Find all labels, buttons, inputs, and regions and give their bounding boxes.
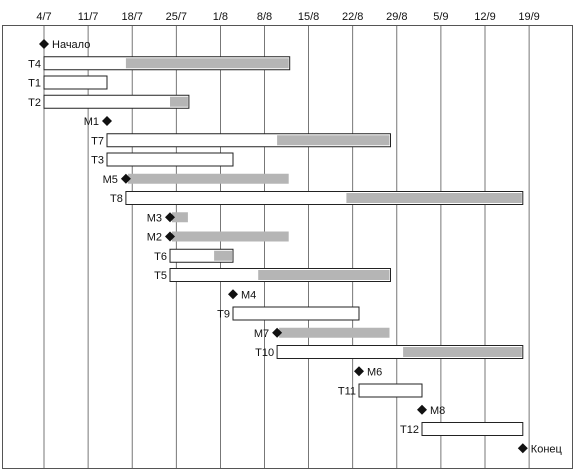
task-label: T10 — [255, 347, 274, 359]
slack-bar-t7 — [277, 135, 390, 146]
milestone-diamond-icon — [102, 116, 112, 126]
task-label: T12 — [400, 424, 419, 436]
slack-bar-t4 — [125, 58, 289, 69]
milestone-diamond-icon — [165, 231, 175, 242]
milestone-diamond-icon — [120, 173, 131, 184]
milestone-slack-bar — [279, 327, 390, 338]
task-label: T5 — [154, 270, 167, 282]
x-tick-label: 8/8 — [257, 11, 272, 23]
milestone-label: M1 — [84, 116, 99, 128]
task-label: T2 — [28, 97, 41, 109]
x-tick-label: 19/9 — [518, 11, 539, 23]
milestone-slack-bar — [127, 173, 289, 184]
chart-frame — [2, 25, 573, 469]
milestone-label: M2 — [147, 232, 162, 244]
slack-bar-t2 — [170, 96, 188, 107]
x-tick-label: 4/7 — [36, 11, 51, 23]
milestone-label: M4 — [241, 289, 256, 301]
milestone-diamond-icon — [354, 366, 364, 377]
milestone-diamond-icon — [517, 443, 528, 454]
task-bar-t3 — [106, 152, 234, 167]
milestone-slack-bar — [172, 231, 289, 242]
milestone-diamond-icon — [272, 327, 283, 338]
milestone-label: M6 — [367, 366, 382, 378]
task-label: T6 — [154, 251, 167, 263]
x-tick-label: 11/7 — [78, 11, 99, 23]
milestone-label: Начало — [52, 39, 90, 51]
task-bar-t11 — [358, 383, 423, 398]
x-tick-label: 22/8 — [342, 11, 363, 23]
slack-bar-t5 — [258, 270, 390, 280]
milestone-diamond-icon — [417, 404, 427, 415]
task-bar-t2 — [43, 94, 190, 109]
x-tick-label: 5/9 — [433, 11, 448, 23]
task-label: T7 — [91, 135, 104, 147]
milestone-diamond-icon — [228, 289, 238, 300]
x-tick-label: 1/8 — [213, 11, 228, 23]
x-tick-label: 15/8 — [298, 11, 319, 23]
task-label: T11 — [338, 386, 356, 398]
milestone-label: M7 — [254, 328, 269, 340]
x-tick-label: 12/9 — [474, 11, 495, 23]
x-tick-label: 18/7 — [121, 11, 142, 23]
task-bar-t1 — [43, 75, 108, 90]
milestone-slack-bar — [172, 212, 188, 223]
task-label: T4 — [28, 58, 41, 70]
x-tick-label: 29/8 — [386, 11, 407, 23]
slack-bar-t8 — [346, 193, 522, 203]
milestone-diamond-icon — [39, 39, 49, 49]
task-bar-t12 — [421, 422, 524, 436]
milestone-label: M5 — [103, 174, 118, 186]
milestone-label: M3 — [147, 212, 162, 224]
task-label: T9 — [217, 309, 230, 321]
milestone-label: M8 — [430, 405, 445, 417]
task-label: T1 — [28, 78, 41, 90]
task-label: T3 — [91, 155, 104, 167]
task-label: T8 — [110, 193, 123, 205]
milestone-diamond-icon — [165, 212, 175, 223]
milestone-label: Конец — [531, 443, 563, 455]
x-tick-label: 25/7 — [166, 11, 187, 23]
slack-bar-t6 — [214, 250, 232, 261]
slack-bar-t10 — [403, 347, 522, 357]
task-bar-t9 — [232, 306, 360, 321]
